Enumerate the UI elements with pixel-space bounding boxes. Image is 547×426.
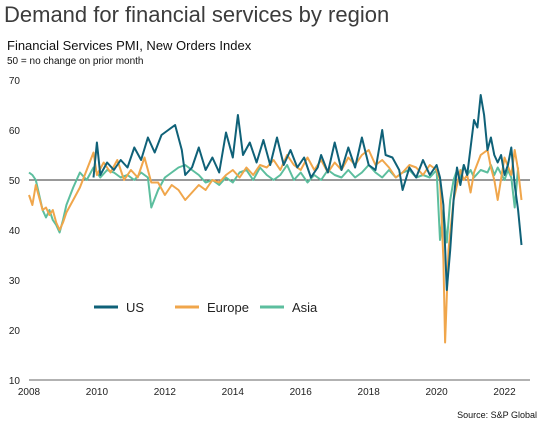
x-tick-label-2014: 2014 bbox=[222, 387, 245, 398]
x-tick-label-2020: 2020 bbox=[425, 387, 448, 398]
y-axis-ticks: 10 20 30 40 50 60 70 bbox=[9, 76, 21, 387]
series-lines bbox=[28, 94, 523, 344]
x-tick-label-2022: 2022 bbox=[493, 387, 516, 398]
legend-label-us: US bbox=[126, 300, 144, 315]
y-tick-label-50: 50 bbox=[9, 176, 21, 187]
legend-label-europe: Europe bbox=[207, 300, 249, 315]
x-tick-label-2016: 2016 bbox=[290, 387, 313, 398]
source-note: Source: S&P Global bbox=[457, 410, 537, 420]
x-tick-label-2010: 2010 bbox=[86, 387, 109, 398]
y-tick-label-20: 20 bbox=[9, 326, 21, 337]
x-axis-ticks: 2008 2010 2012 2014 2016 2018 2020 2022 bbox=[18, 387, 516, 398]
series-line-us bbox=[92, 94, 523, 291]
x-tick-label-2018: 2018 bbox=[358, 387, 381, 398]
chart-subtitle: Financial Services PMI, New Orders Index bbox=[7, 38, 252, 53]
x-tick-label-2012: 2012 bbox=[154, 387, 177, 398]
y-tick-label-30: 30 bbox=[9, 276, 21, 287]
chart-note: 50 = no change on prior month bbox=[7, 56, 144, 67]
legend-label-asia: Asia bbox=[292, 300, 318, 315]
y-tick-label-10: 10 bbox=[9, 376, 21, 387]
x-tick-label-2008: 2008 bbox=[18, 387, 41, 398]
y-tick-label-60: 60 bbox=[9, 126, 21, 137]
legend: US Europe Asia bbox=[94, 300, 318, 315]
y-tick-label-70: 70 bbox=[9, 76, 21, 87]
y-tick-label-40: 40 bbox=[9, 226, 21, 237]
chart-title: Demand for financial services by region bbox=[4, 2, 390, 27]
